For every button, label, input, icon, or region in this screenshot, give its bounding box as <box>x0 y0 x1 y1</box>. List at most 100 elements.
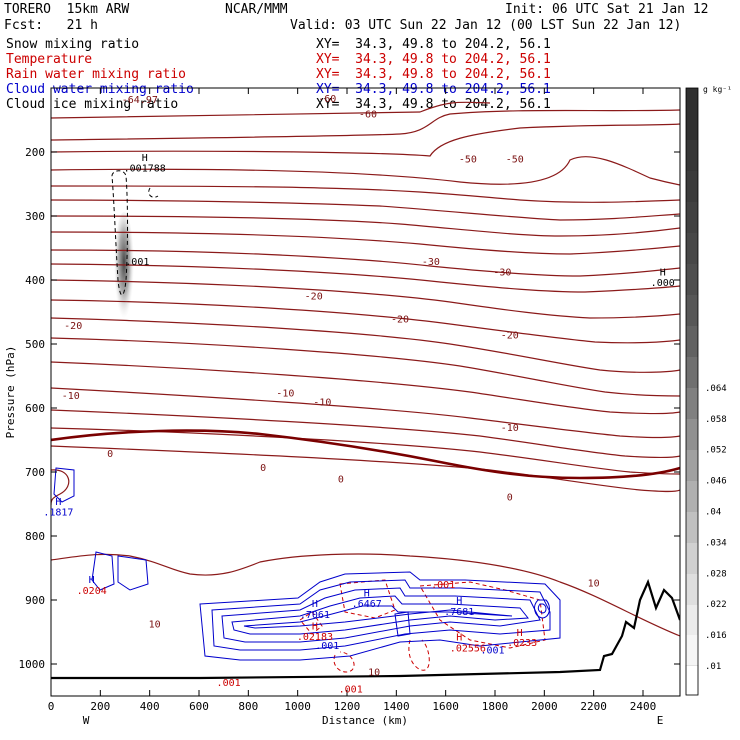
contour-label: -30 <box>422 257 440 268</box>
colorbar-tick-label: .034 <box>705 538 727 548</box>
colorbar-tick-label: .052 <box>705 446 727 456</box>
contour-label: -10 <box>62 391 80 402</box>
x-axis-west-label: W <box>83 714 90 727</box>
x-tick-label: 400 <box>140 700 160 713</box>
high-marker: H <box>364 588 370 599</box>
colorbar-tick-label: .028 <box>705 569 727 579</box>
field-xy: XY= 34.3, 49.8 to 204.2, 56.1 <box>316 67 551 82</box>
freezing-level-contour <box>51 429 680 480</box>
contour-label: -60 <box>359 110 377 121</box>
y-tick-label: 800 <box>25 530 45 543</box>
field-xy: XY= 34.3, 49.8 to 204.2, 56.1 <box>316 97 551 112</box>
y-axis-title: Pressure (hPa) <box>4 346 17 439</box>
y-tick-label: 600 <box>25 402 45 415</box>
contour-label: .6467 <box>352 599 382 610</box>
high-marker: H <box>55 497 61 508</box>
snow-shading <box>114 212 134 324</box>
colorbar-tick-label: .022 <box>705 600 727 610</box>
contour-label: -50 <box>506 154 524 165</box>
high-marker: H <box>89 575 95 586</box>
temperature-contours <box>51 101 680 637</box>
contour-label: .1817 <box>43 508 73 519</box>
y-tick-label: 500 <box>25 338 45 351</box>
x-tick-label: 2400 <box>630 700 657 713</box>
contour-label: .001 <box>217 678 241 689</box>
contour-label: .001 <box>125 257 149 268</box>
field-xy: XY= 34.3, 49.8 to 204.2, 56.1 <box>316 37 551 52</box>
high-marker: H <box>456 632 462 643</box>
contour-label: .001 <box>339 684 363 695</box>
contour-label: .000 <box>651 278 675 289</box>
field-label: Temperature <box>6 52 93 67</box>
y-tick-label: 700 <box>25 466 45 479</box>
center-label: NCAR/MMM <box>225 2 288 17</box>
colorbar-tick-label: .064 <box>705 384 727 394</box>
x-tick-label: 2200 <box>580 700 607 713</box>
high-marker: H <box>660 268 666 279</box>
x-tick-label: 1200 <box>334 700 361 713</box>
y-tick-label: 400 <box>25 274 45 287</box>
contour-label: -30 <box>493 268 511 279</box>
contour-label: .02556 <box>450 643 486 654</box>
y-tick-label: 300 <box>25 210 45 223</box>
contour-label: -10 <box>313 398 331 409</box>
contour-label: 10 <box>588 579 600 590</box>
contour-label: 10 <box>149 620 161 631</box>
field-label: Cloud ice mixing ratio <box>6 97 179 112</box>
contour-label: -20 <box>64 321 82 332</box>
contour-label: -10 <box>276 389 294 400</box>
cloud-water-contours <box>53 467 561 661</box>
x-tick-label: 600 <box>189 700 209 713</box>
contour-label: 0 <box>260 463 266 474</box>
contour-label: 0 <box>507 492 513 503</box>
high-marker: H <box>312 622 318 633</box>
x-axis-title: Distance (km) <box>322 714 408 727</box>
forecast-hour: Fcst: 21 h <box>4 18 98 33</box>
field-label: Rain water mixing ratio <box>6 67 187 82</box>
contour-label: .001788 <box>124 163 166 174</box>
y-tick-label: 200 <box>25 146 45 159</box>
x-tick-label: 1800 <box>482 700 509 713</box>
field-label: Cloud water mixing ratio <box>6 82 194 97</box>
plot-frame <box>50 87 681 697</box>
x-tick-label: 1600 <box>432 700 459 713</box>
model-title: TORERO 15km ARW <box>4 2 130 17</box>
rain-contours <box>299 579 546 673</box>
high-marker: H <box>142 153 148 164</box>
contour-label: -60 <box>318 94 336 105</box>
x-tick-label: 800 <box>238 700 258 713</box>
contour-label: -20 <box>305 291 323 302</box>
x-tick-label: 200 <box>90 700 110 713</box>
field-xy: XY= 34.3, 49.8 to 204.2, 56.1 <box>316 52 551 67</box>
colorbar-tick-label: .046 <box>705 477 727 487</box>
colorbar-tick-label: .01 <box>705 662 721 672</box>
contour-label: -64.97 <box>122 95 158 106</box>
x-tick-label: 2000 <box>531 700 558 713</box>
field-label: Snow mixing ratio <box>6 37 140 52</box>
x-tick-label: 0 <box>48 700 55 713</box>
y-tick-label: 1000 <box>19 658 46 671</box>
contour-label: -50 <box>459 154 477 165</box>
contour-label: .001 <box>431 580 455 591</box>
terrain-line <box>51 578 680 680</box>
contour-label: 10 <box>368 668 380 679</box>
contour-label: .7681 <box>444 607 474 618</box>
colorbar <box>685 87 699 696</box>
contour-label: -20 <box>391 314 409 325</box>
contour-label: .7061 <box>300 610 330 621</box>
contour-label: 0 <box>338 474 344 485</box>
high-marker: H <box>312 599 318 610</box>
x-tick-label: 1000 <box>284 700 311 713</box>
colorbar-tick-label: .04 <box>705 508 721 518</box>
x-tick-label: 1400 <box>383 700 410 713</box>
contour-label: -10 <box>501 423 519 434</box>
colorbar-unit: g kg⁻¹ <box>703 85 732 94</box>
high-marker: H <box>456 596 462 607</box>
x-axis-east-label: E <box>657 714 664 727</box>
valid-time: Valid: 03 UTC Sun 22 Jan 12 (00 LST Sun … <box>290 18 682 33</box>
high-marker: H <box>517 628 523 639</box>
colorbar-tick-label: .058 <box>705 415 727 425</box>
init-time: Init: 06 UTC Sat 21 Jan 12 <box>505 2 709 17</box>
field-xy: XY= 34.3, 49.8 to 204.2, 56.1 <box>316 82 551 97</box>
